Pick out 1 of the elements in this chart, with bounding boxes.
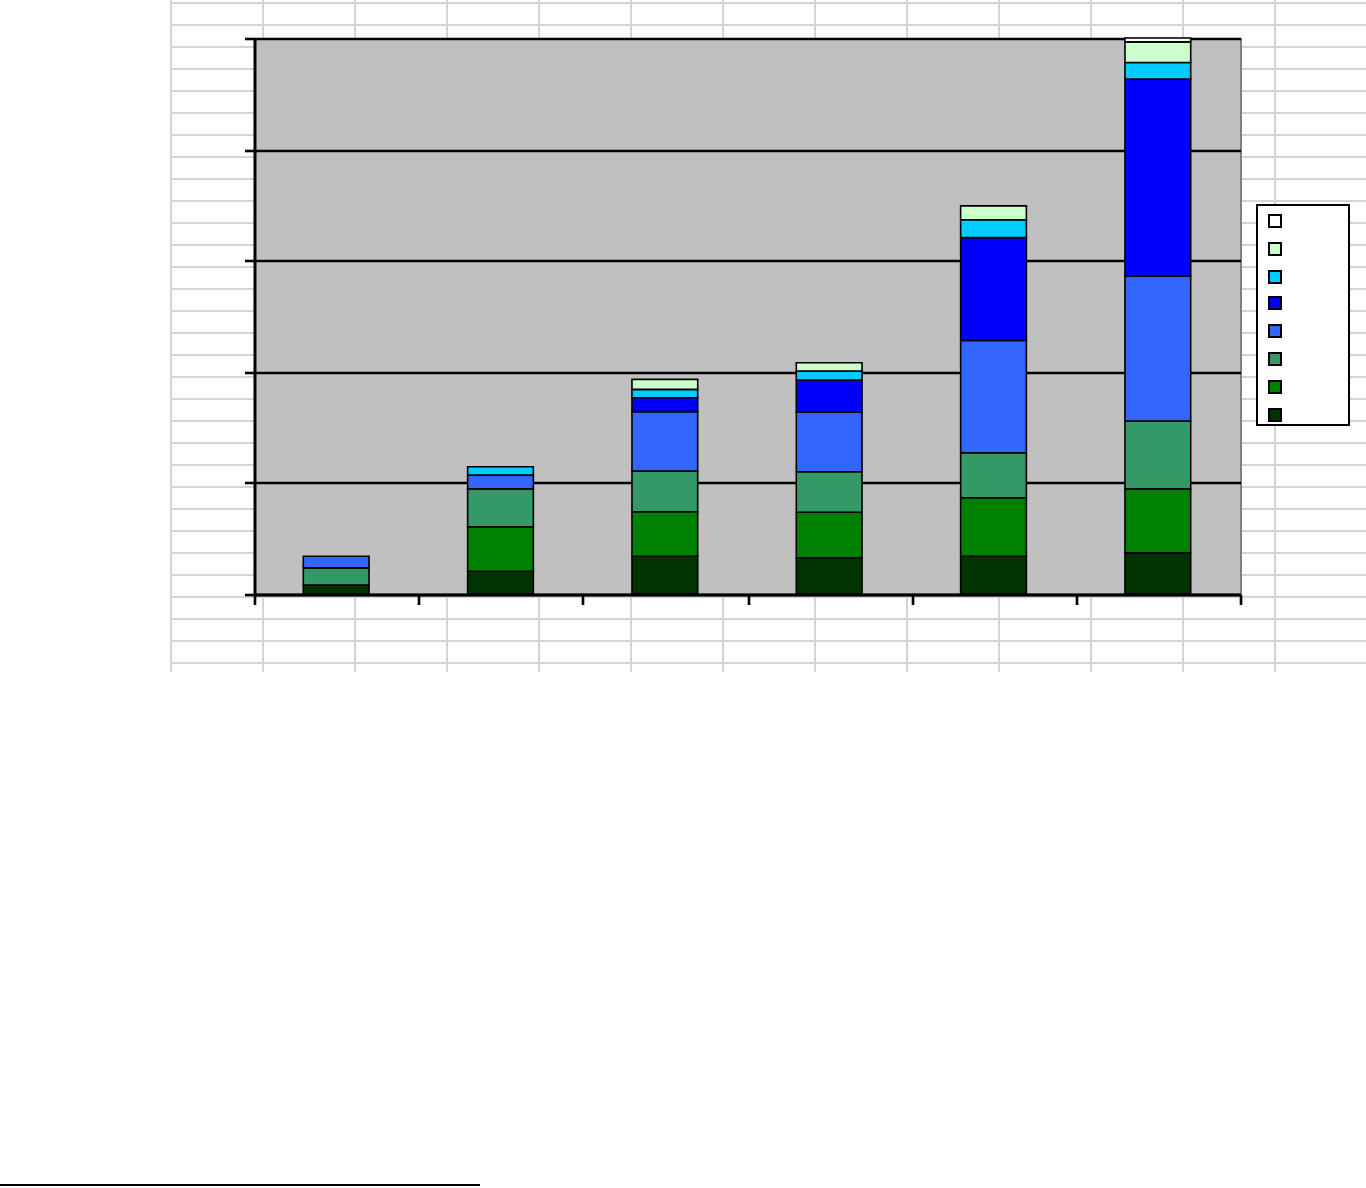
bar — [631, 378, 699, 391]
